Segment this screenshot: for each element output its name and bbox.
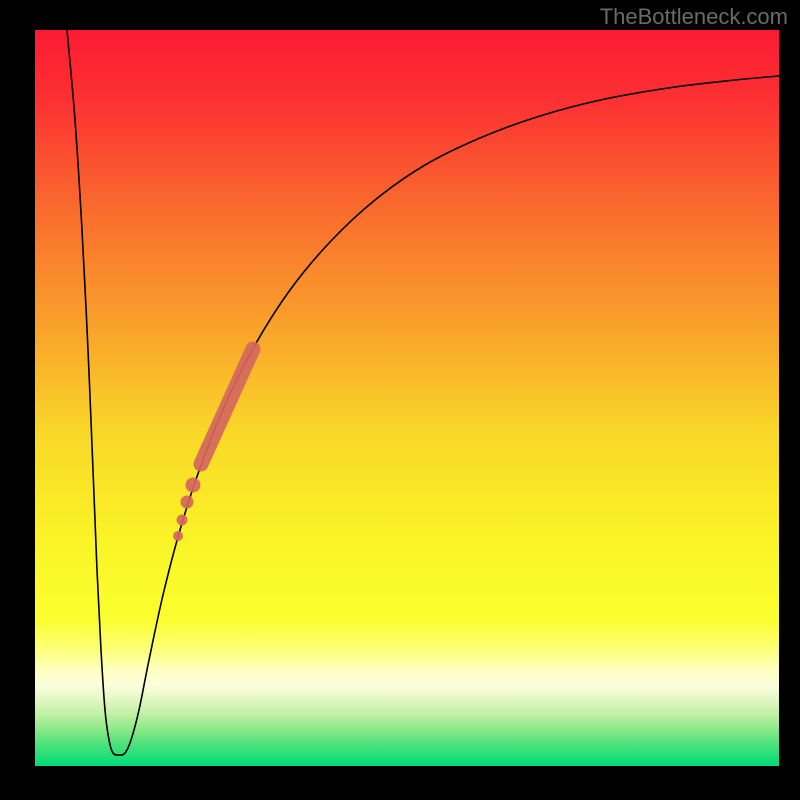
marker-dot: [173, 531, 183, 541]
marker-dot: [186, 478, 201, 493]
chart-frame: TheBottleneck.com: [0, 0, 800, 800]
bottleneck-chart: [35, 30, 779, 766]
plot-area: [35, 30, 779, 766]
marker-dot: [177, 515, 188, 526]
gradient-background: [35, 30, 779, 766]
marker-dot: [181, 496, 194, 509]
watermark-text: TheBottleneck.com: [600, 4, 788, 30]
